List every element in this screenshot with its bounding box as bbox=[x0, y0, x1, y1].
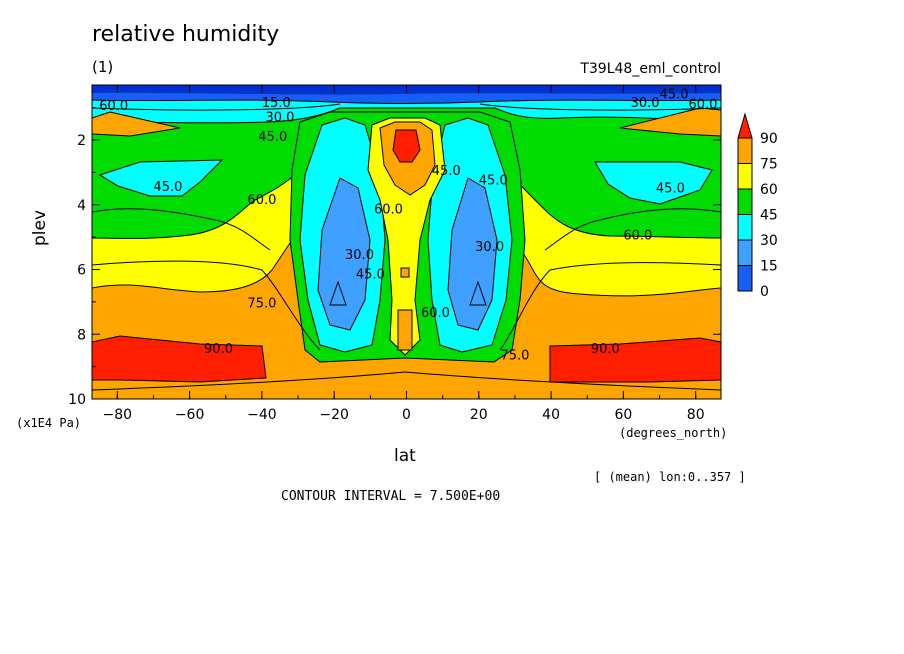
colorbar-label: 0 bbox=[760, 284, 769, 300]
contour-label: 45.0 bbox=[479, 173, 508, 188]
axes: −80 −60 −40 −20 0 20 40 60 80 2 4 6 8 10 bbox=[68, 85, 721, 423]
fill-cyan-pocket-right bbox=[594, 161, 713, 205]
contour-interval-label: CONTOUR INTERVAL = 7.500E+00 bbox=[281, 489, 501, 504]
contour-label: 75.0 bbox=[247, 297, 276, 312]
contour-label: 30.0 bbox=[631, 96, 660, 111]
fill-cyan-pocket-left bbox=[98, 159, 224, 197]
colorbar-label: 60 bbox=[760, 182, 778, 198]
contour-labels: 60.0 15.030.045.045.060.075.090.030.045.0… bbox=[99, 88, 717, 364]
contour-label: 30.0 bbox=[475, 240, 504, 255]
x-tick-label: −60 bbox=[175, 407, 205, 423]
chart-subtitle: (1) bbox=[92, 58, 114, 76]
contour-label: 60.0 bbox=[623, 229, 652, 244]
mean-info-label: [ (mean) lon:0..357 ] bbox=[594, 470, 746, 484]
fill-red-center bbox=[392, 129, 421, 163]
contour-field bbox=[92, 85, 721, 399]
y-axis-unit: (x1E4 Pa) bbox=[16, 416, 82, 430]
fill-orange-wedge-right bbox=[619, 107, 721, 137]
fill-red-left bbox=[92, 335, 267, 383]
fill-blue-left bbox=[317, 177, 371, 331]
fill-blue-right bbox=[447, 177, 498, 331]
colorbar-label: 45 bbox=[760, 208, 778, 224]
contour-label: 60.0 bbox=[247, 193, 276, 208]
colorbar-segment bbox=[737, 239, 753, 266]
x-axis-label: lat bbox=[394, 446, 416, 466]
contour-label: 45.0 bbox=[656, 182, 685, 197]
contour-line-4 bbox=[544, 208, 721, 251]
fill-orange-wedge-left bbox=[92, 111, 181, 137]
contour-label: 30.0 bbox=[266, 110, 295, 125]
run-name-label: T39L48_eml_control bbox=[580, 61, 721, 77]
contour-line-6 bbox=[92, 103, 721, 111]
contour-label: 60.0 bbox=[99, 99, 128, 114]
fill-orange-bottom-center bbox=[397, 309, 413, 351]
y-tick-label: 4 bbox=[77, 198, 86, 214]
colorbar-label: 15 bbox=[760, 259, 778, 275]
colorbar-segment bbox=[737, 214, 753, 241]
colorbar-triangle bbox=[737, 112, 753, 139]
contour-label: 30.0 bbox=[345, 248, 374, 263]
colorbar-segment bbox=[737, 265, 753, 292]
contour-label: 75.0 bbox=[500, 348, 529, 363]
contour-label: 90.0 bbox=[591, 342, 620, 357]
contour-line-5 bbox=[92, 371, 721, 391]
y-tick-label: 2 bbox=[77, 133, 86, 149]
x-tick-label: −20 bbox=[319, 407, 349, 423]
contour-label: 60.0 bbox=[374, 203, 403, 218]
colorbar-segment bbox=[737, 137, 753, 164]
contour-label: 60.0 bbox=[421, 306, 450, 321]
chart-title: relative humidity bbox=[92, 22, 280, 47]
contour-line-2 bbox=[499, 262, 721, 351]
x-tick-label: 0 bbox=[402, 407, 411, 423]
contour-label: 45.0 bbox=[356, 267, 385, 282]
contour-label: 45.0 bbox=[258, 130, 287, 145]
contour-label: 45.0 bbox=[660, 88, 689, 103]
colorbar-label: 30 bbox=[760, 233, 778, 249]
colorbar-segment bbox=[737, 188, 753, 215]
contour-line-1 bbox=[92, 260, 321, 351]
contour-box-center bbox=[400, 267, 410, 278]
x-tick-label: −40 bbox=[247, 407, 277, 423]
contour-label: 90.0 bbox=[204, 342, 233, 357]
colorbar: 90 75 60 45 30 15 0 bbox=[737, 112, 778, 300]
contour-label: 45.0 bbox=[153, 180, 182, 195]
x-tick-label: 40 bbox=[542, 407, 560, 423]
y-tick-label: 10 bbox=[68, 392, 86, 408]
y-tick-label: 6 bbox=[77, 263, 86, 279]
colorbar-label: 90 bbox=[760, 131, 778, 147]
x-tick-label: −80 bbox=[103, 407, 133, 423]
contour-triangle-right bbox=[469, 280, 487, 306]
contour-label: 15.0 bbox=[262, 96, 291, 111]
fill-red-right bbox=[549, 337, 721, 383]
colorbar-label: 75 bbox=[760, 157, 778, 173]
contour-label: 45.0 bbox=[432, 164, 461, 179]
contour-line-3 bbox=[92, 208, 271, 251]
x-tick-label: 20 bbox=[470, 407, 488, 423]
colorbar-segment bbox=[737, 163, 753, 190]
x-tick-label: 80 bbox=[687, 407, 705, 423]
contour-label: 60.0 bbox=[688, 97, 717, 112]
contour-triangle-left bbox=[329, 280, 347, 306]
y-tick-label: 8 bbox=[77, 327, 86, 343]
x-axis-unit: (degrees_north) bbox=[619, 426, 728, 440]
x-tick-label: 60 bbox=[614, 407, 632, 423]
